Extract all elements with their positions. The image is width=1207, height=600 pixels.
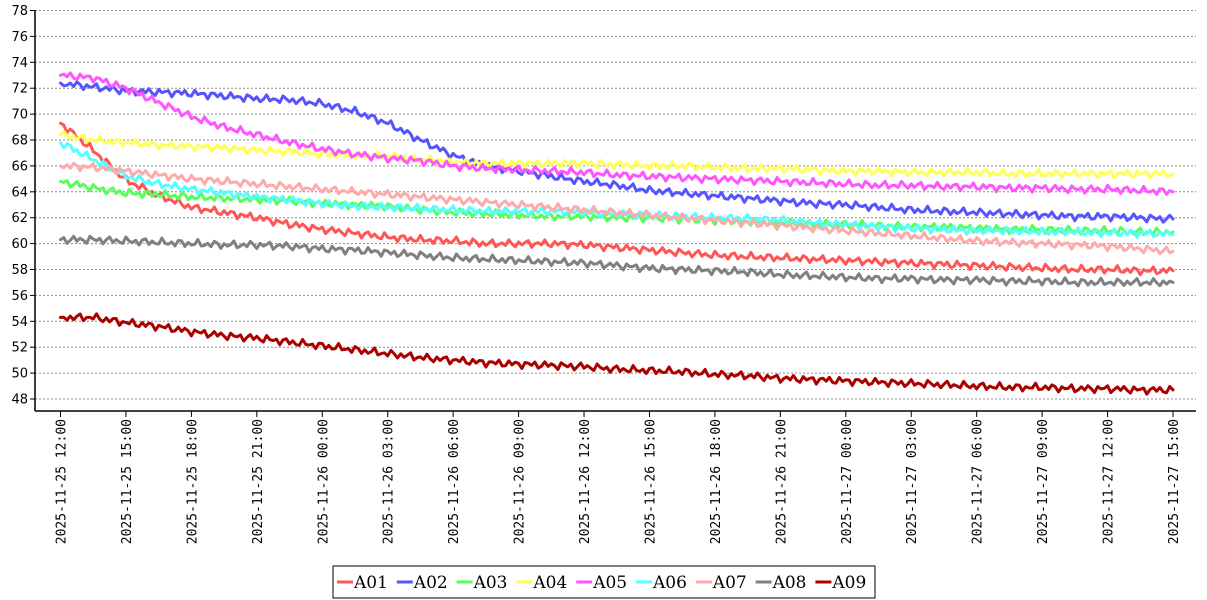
x-tick-label: 2025-11-27 00:00 [840,419,855,544]
series-lines [59,71,1175,396]
y-axis-ticks: 48 50 52 54 56 58 60 62 64 66 68 70 72 74 76 78 [11,4,35,408]
x-tick-label: 2025-11-26 15:00 [643,419,658,544]
x-tick-label: 2025-11-25 15:00 [120,419,135,544]
y-tick-label: 58 [11,263,28,278]
x-tick-label: 2025-11-27 09:00 [1036,419,1051,544]
legend: A01 A02 A03 A04 A05 A06 A07 A08 A09 [332,565,876,599]
y-tick-label: 66 [11,159,28,174]
y-tick-label: 60 [11,237,28,252]
x-tick-label: 2025-11-27 03:00 [905,419,920,544]
series-line-a06 [59,141,1175,239]
y-tick-label: 78 [11,4,28,19]
legend-label-a02: A02 [413,573,448,593]
y-tick-label: 56 [11,289,28,304]
x-tick-label: 2025-11-25 12:00 [55,419,70,544]
y-tick-label: 54 [11,315,28,330]
legend-label-a04: A04 [532,573,567,593]
y-tick-label: 76 [11,30,28,45]
x-tick-label: 2025-11-27 12:00 [1102,419,1117,544]
x-tick-label: 2025-11-26 18:00 [709,419,724,544]
y-tick-label: 74 [11,56,28,71]
series-line-a04 [59,129,1175,180]
x-tick-label: 2025-11-27 06:00 [971,419,986,544]
legend-label-a09: A09 [831,573,866,593]
series-line-a05 [59,71,1175,196]
legend-label-a01: A01 [353,573,388,593]
y-tick-label: 50 [11,367,28,382]
legend-label-a03: A03 [473,573,508,593]
x-tick-label: 2025-11-26 12:00 [578,419,593,544]
x-tick-label: 2025-11-26 00:00 [316,419,331,544]
legend-label-a08: A08 [772,573,807,593]
y-tick-label: 64 [11,185,28,200]
x-tick-label: 2025-11-25 21:00 [251,419,266,544]
series-line-a01 [59,121,1175,277]
series-line-a09 [59,312,1175,396]
y-tick-label: 48 [11,393,28,408]
x-tick-label: 2025-11-26 06:00 [447,419,462,544]
x-tick-label: 2025-11-25 18:00 [185,419,200,544]
legend-label-a06: A06 [652,573,687,593]
series-line-a07 [59,161,1175,256]
y-tick-label: 70 [11,108,28,123]
y-tick-label: 68 [11,134,28,149]
x-tick-label: 2025-11-26 09:00 [513,419,528,544]
legend-label-a07: A07 [712,573,747,593]
y-tick-label: 62 [11,211,28,226]
y-tick-label: 72 [11,82,28,97]
x-tick-label: 2025-11-26 03:00 [382,419,397,544]
legend-label-a05: A05 [592,573,627,593]
series-line-a02 [59,80,1175,224]
x-axis-ticks: 2025-11-25 12:00 2025-11-25 15:00 2025-11-… [55,411,1182,544]
y-tick-label: 52 [11,341,28,356]
grid-lines [35,10,1196,400]
x-tick-label: 2025-11-26 21:00 [774,419,789,544]
legend-box [332,565,876,599]
series-line-a08 [59,234,1175,288]
x-tick-label: 2025-11-27 15:00 [1167,419,1182,544]
